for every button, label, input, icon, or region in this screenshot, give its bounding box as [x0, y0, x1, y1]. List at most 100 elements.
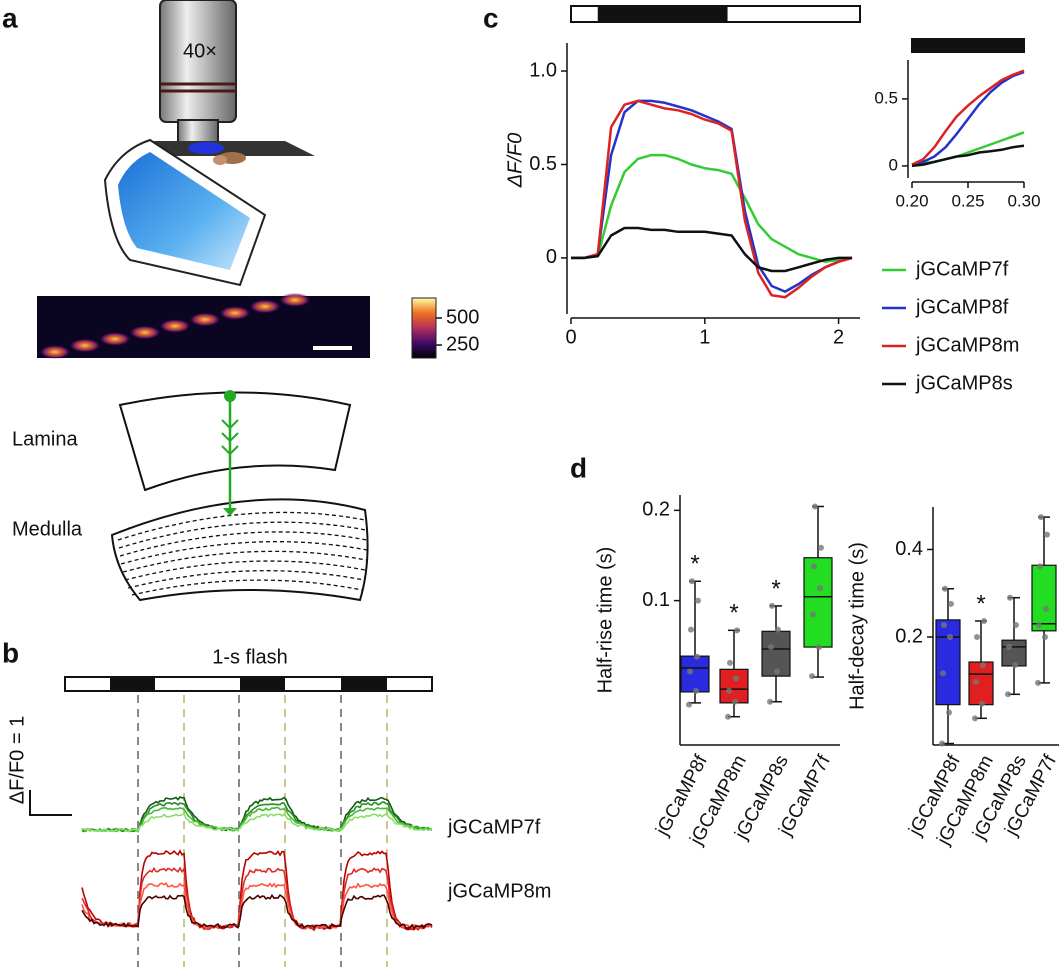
point: [732, 698, 738, 705]
y-tick-label: 0.2: [895, 625, 923, 647]
trace: [81, 882, 433, 930]
point: [1007, 594, 1013, 601]
point: [972, 715, 978, 722]
panel-label: a: [2, 2, 18, 33]
y-axis-label: ΔF/F0: [504, 133, 526, 189]
series-line: [571, 99, 853, 299]
point: [727, 659, 733, 666]
box: [968, 661, 994, 706]
point: [775, 626, 781, 633]
point: [942, 585, 948, 592]
point: [1042, 633, 1048, 640]
series-line: [571, 153, 853, 263]
trace: [81, 801, 433, 833]
colorbar: [411, 297, 437, 359]
annotation: *: [690, 551, 699, 578]
magnification: 40×: [183, 40, 217, 62]
legend-label: jGCaMP7f: [915, 258, 1009, 280]
stimulus-on: [912, 39, 1024, 52]
point: [1013, 621, 1019, 628]
box: [1031, 564, 1057, 632]
stimulus-on: [597, 6, 728, 22]
point: [774, 668, 780, 675]
y-tick-label: 1.0: [529, 59, 557, 81]
point: [980, 662, 986, 669]
optic-lobe: [110, 390, 369, 602]
point: [1038, 514, 1044, 521]
point: [689, 578, 695, 585]
point: [981, 617, 987, 624]
blob: [279, 293, 311, 307]
box: [1001, 639, 1027, 667]
colorbar-tick-label: 500: [446, 306, 479, 328]
point: [1037, 563, 1043, 570]
point: [733, 675, 739, 682]
x-tick-label: 0.25: [951, 191, 984, 210]
point: [948, 600, 954, 607]
trace: [81, 806, 433, 833]
series-line: [911, 69, 1025, 166]
point: [1044, 531, 1050, 538]
box: [803, 557, 833, 648]
point: [734, 627, 740, 634]
point: [695, 597, 701, 604]
scale-label: ΔF/F0 = 1: [6, 716, 28, 804]
point: [979, 700, 985, 707]
region-label: Medulla: [12, 518, 83, 540]
blob: [69, 338, 101, 353]
point: [940, 670, 946, 677]
annotation: *: [976, 590, 985, 617]
panel-label: b: [2, 637, 19, 668]
point: [1006, 643, 1012, 650]
box: [680, 655, 710, 693]
point: [810, 611, 816, 618]
x-tick-label: 0.20: [895, 191, 928, 210]
annotation: *: [729, 600, 738, 627]
y-tick-label: 0: [546, 246, 557, 268]
point: [1035, 679, 1041, 686]
blob: [219, 306, 251, 320]
panel-label: c: [483, 2, 499, 33]
point: [947, 633, 953, 640]
trace: [81, 893, 433, 930]
point: [946, 709, 952, 716]
series-line: [571, 226, 852, 273]
box: [719, 668, 749, 704]
microscope: [103, 0, 315, 287]
point: [725, 713, 731, 720]
legend-label: jGCaMP8f: [915, 296, 1009, 318]
panel-label: d: [570, 452, 587, 483]
point: [1012, 662, 1018, 669]
trace: [81, 866, 433, 931]
trace: [81, 812, 433, 833]
traces: [81, 796, 433, 932]
legend-label: jGCaMP8m: [915, 334, 1019, 356]
point: [767, 698, 773, 705]
x-tick-label: 0: [565, 326, 576, 348]
point: [1005, 691, 1011, 698]
region-label: Lamina: [12, 428, 78, 450]
colorbar-tick-label: 250: [446, 333, 479, 355]
trace-label: jGCaMP7f: [447, 816, 541, 838]
point: [1036, 621, 1042, 628]
blob: [189, 312, 221, 327]
stimulus-bar: [64, 676, 433, 692]
point: [768, 644, 774, 651]
flash-markers: [137, 695, 388, 967]
point: [974, 633, 980, 640]
stimulus-title: 1-s flash: [212, 646, 288, 668]
point: [816, 644, 822, 651]
image-blobs: [39, 293, 311, 359]
point: [694, 653, 700, 660]
x-tick-label: 2: [833, 326, 844, 348]
point: [688, 626, 694, 633]
blob: [249, 299, 281, 314]
point: [1043, 605, 1049, 612]
point: [939, 740, 945, 747]
y-tick-label: 0.5: [874, 88, 898, 107]
blob: [39, 345, 71, 359]
y-tick-label: 0.2: [642, 499, 670, 521]
blob: [129, 325, 161, 340]
scale-bar: [29, 790, 72, 816]
